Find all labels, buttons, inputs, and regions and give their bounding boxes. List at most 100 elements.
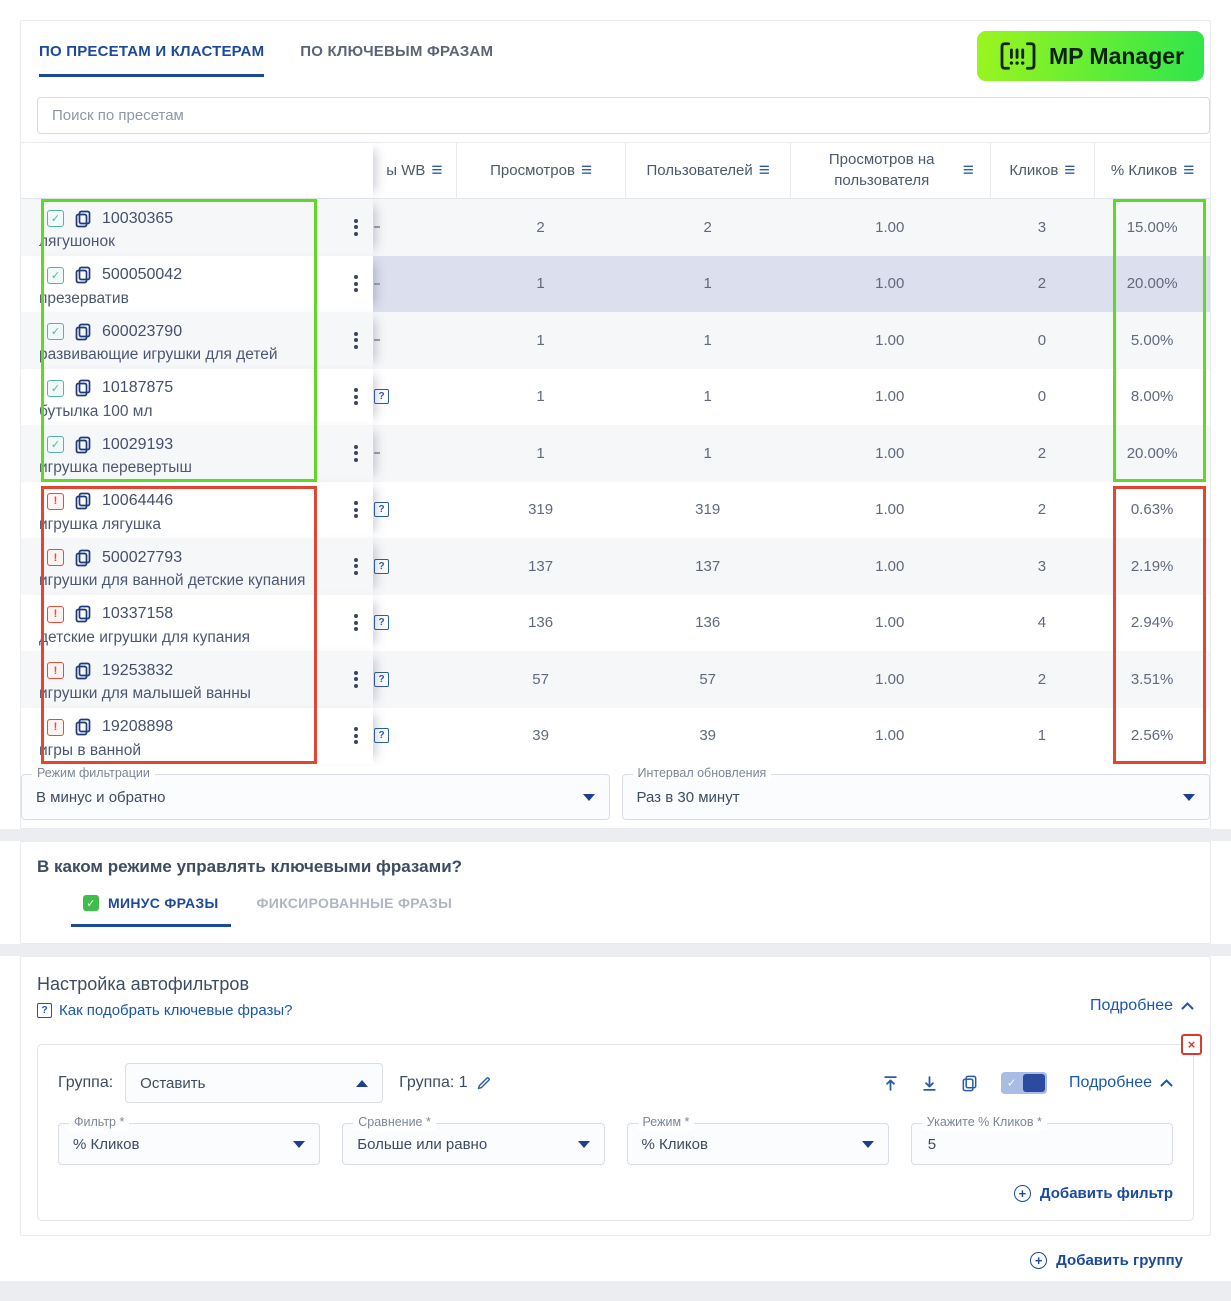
table-row[interactable]: ✓ ! 19253832 игрушки для малышей ванны ?…: [21, 651, 1210, 708]
kebab-menu-icon[interactable]: [351, 383, 361, 411]
copy-icon[interactable]: [73, 322, 93, 342]
table-row[interactable]: ✓ ! 10064446 игрушка лягушка ? 319 319 1…: [21, 481, 1210, 538]
column-header[interactable]: Просмотров на пользователя ≡: [790, 143, 990, 198]
update-interval-select[interactable]: Интервал обновления Раз в 30 минут: [621, 766, 1210, 820]
group-action-select[interactable]: Оставить: [125, 1063, 384, 1103]
checkbox-checked-icon[interactable]: ✓: [47, 436, 64, 453]
add-filter-button[interactable]: + Добавить фильтр: [58, 1185, 1173, 1202]
copy-icon[interactable]: [73, 604, 93, 624]
tab-minus-phrases[interactable]: ✓ МИНУС ФРАЗЫ: [71, 895, 231, 927]
checkbox-checked-icon[interactable]: ✓: [47, 379, 64, 397]
clicks-cell: 2: [989, 481, 1095, 538]
table-row[interactable]: ✓ ! 10030365 лягушонок ? 2 2 1.00 3 15.0…: [21, 199, 1210, 256]
column-header[interactable]: Пользователей ≡: [625, 143, 790, 198]
checkbox-checked-icon[interactable]: ✓: [47, 323, 64, 340]
wb-cell: ?: [373, 368, 456, 425]
checkbox-checked-icon[interactable]: ✓: [47, 210, 64, 227]
mp-manager-logo[interactable]: MP Manager: [976, 31, 1204, 81]
clicks-pct-input[interactable]: [925, 1134, 1158, 1154]
copy-icon[interactable]: [73, 378, 93, 398]
preset-id: 10029193: [102, 435, 174, 453]
preset-id: 19208898: [102, 718, 174, 735]
table-row[interactable]: ✓ ! 10187875 бутылка 100 мл ? 1 1 1.00 0…: [21, 368, 1210, 425]
filter-mode-select[interactable]: Режим фильтрации В минус и обратно: [21, 766, 610, 820]
warning-icon[interactable]: !: [47, 662, 64, 679]
name-column-spacer: [21, 143, 373, 198]
group-enabled-toggle[interactable]: ✓: [1001, 1072, 1048, 1094]
views-per-user-cell: 1.00: [790, 199, 990, 256]
copy-icon[interactable]: [73, 548, 93, 568]
views-per-user-cell: 1.00: [790, 255, 990, 312]
warning-icon[interactable]: !: [47, 492, 64, 510]
table-row[interactable]: ✓ ! 10337158 детские игрушки для купания…: [21, 594, 1210, 651]
kebab-menu-icon[interactable]: [351, 609, 361, 637]
table-row[interactable]: ✓ ! 500027793 игрушки для ванной детские…: [21, 538, 1210, 595]
mode-select[interactable]: Режим * % Кликов: [626, 1115, 889, 1165]
question-icon[interactable]: ?: [374, 558, 389, 574]
wb-cell: ?: [373, 199, 456, 256]
copy-icon[interactable]: [73, 265, 93, 285]
clicks-cell: 2: [989, 425, 1095, 482]
download-icon[interactable]: [921, 1075, 938, 1092]
table-row[interactable]: ✓ ! 19208898 игры в ванной ? 39 39 1.00 …: [21, 707, 1210, 764]
preset-id: 10030365: [102, 209, 174, 227]
question-icon[interactable]: ?: [374, 728, 389, 744]
copy-icon[interactable]: [73, 209, 93, 229]
column-menu-icon[interactable]: ≡: [758, 160, 770, 181]
autofilters-details-toggle[interactable]: Подробнее: [1090, 997, 1194, 1015]
kebab-menu-icon[interactable]: [351, 665, 361, 693]
question-icon[interactable]: ?: [374, 502, 389, 518]
kebab-menu-icon[interactable]: [351, 213, 361, 241]
kebab-menu-icon[interactable]: [351, 496, 361, 524]
checkbox-checked-icon[interactable]: ✓: [47, 266, 64, 284]
copy-icon[interactable]: [73, 661, 93, 681]
phrase-mode-panel: В каком режиме управлять ключевыми фраза…: [20, 841, 1211, 944]
table-row[interactable]: ✓ ! 10029193 игрушка перевертыш ? 1 1 1.…: [21, 425, 1210, 482]
table-row[interactable]: ✓ ! 500050042 презерватив ? 1 1 1.00 2 2…: [21, 255, 1210, 312]
column-menu-icon[interactable]: ≡: [580, 160, 593, 181]
kebab-menu-icon[interactable]: [351, 270, 361, 298]
kebab-menu-icon[interactable]: [351, 439, 361, 467]
filter-field-select[interactable]: Фильтр * % Кликов: [58, 1115, 321, 1165]
column-header[interactable]: Кликов ≡: [989, 143, 1095, 198]
kebab-menu-icon[interactable]: [351, 552, 361, 580]
close-icon[interactable]: ×: [1181, 1034, 1202, 1055]
field-label: Фильтр *: [69, 1115, 130, 1130]
upload-icon[interactable]: [882, 1075, 899, 1092]
column-menu-icon[interactable]: ≡: [962, 160, 974, 181]
copy-icon[interactable]: [73, 435, 93, 455]
warning-icon[interactable]: !: [47, 549, 64, 566]
tab-by-keyphrases[interactable]: ПО КЛЮЧЕВЫМ ФРАЗАМ: [300, 31, 493, 77]
warning-icon[interactable]: !: [47, 718, 64, 736]
question-icon[interactable]: ?: [374, 389, 389, 405]
tab-fixed-phrases[interactable]: ФИКСИРОВАННЫЕ ФРАЗЫ: [245, 895, 465, 927]
details-label: Подробнее: [1090, 997, 1173, 1014]
add-group-button[interactable]: + Добавить группу: [0, 1252, 1183, 1269]
duplicate-icon[interactable]: [960, 1074, 979, 1093]
column-header[interactable]: % Кликов ≡: [1094, 143, 1210, 198]
table-row[interactable]: ✓ ! 600023790 развивающие игрушки для де…: [21, 312, 1210, 369]
how-to-pick-phrases-link[interactable]: ? Как подобрать ключевые фразы?: [37, 1000, 293, 1020]
clicks-pct-field[interactable]: Укажите % Кликов *: [910, 1115, 1173, 1165]
column-menu-icon[interactable]: ≡: [1064, 160, 1076, 181]
kebab-menu-icon[interactable]: [351, 326, 361, 354]
tab-label: ФИКСИРОВАННЫЕ ФРАЗЫ: [256, 895, 453, 911]
column-menu-icon[interactable]: ≡: [431, 160, 443, 181]
warning-icon[interactable]: !: [47, 605, 64, 623]
question-icon[interactable]: ?: [374, 671, 389, 687]
group-details-toggle[interactable]: Подробнее: [1069, 1074, 1173, 1092]
column-header[interactable]: Просмотров ≡: [455, 143, 626, 198]
phrase-mode-tabs: ✓ МИНУС ФРАЗЫ ФИКСИРОВАННЫЕ ФРАЗЫ: [71, 895, 1194, 927]
copy-icon[interactable]: [73, 717, 93, 737]
edit-pencil-icon[interactable]: [476, 1075, 492, 1091]
preset-keyword: детские игрушки для купания: [39, 628, 250, 646]
column-menu-icon[interactable]: ≡: [1183, 160, 1195, 181]
comparison-select[interactable]: Сравнение * Больше или равно: [342, 1115, 605, 1165]
column-header[interactable]: ы WB ≡: [373, 143, 456, 198]
search-input[interactable]: [37, 97, 1210, 134]
copy-icon[interactable]: [73, 491, 93, 511]
question-icon[interactable]: ?: [374, 615, 389, 631]
kebab-menu-icon[interactable]: [351, 722, 361, 750]
chevron-up-icon: [356, 1079, 369, 1087]
tab-by-presets-and-clusters[interactable]: ПО ПРЕСЕТАМ И КЛАСТЕРАМ: [39, 31, 265, 77]
